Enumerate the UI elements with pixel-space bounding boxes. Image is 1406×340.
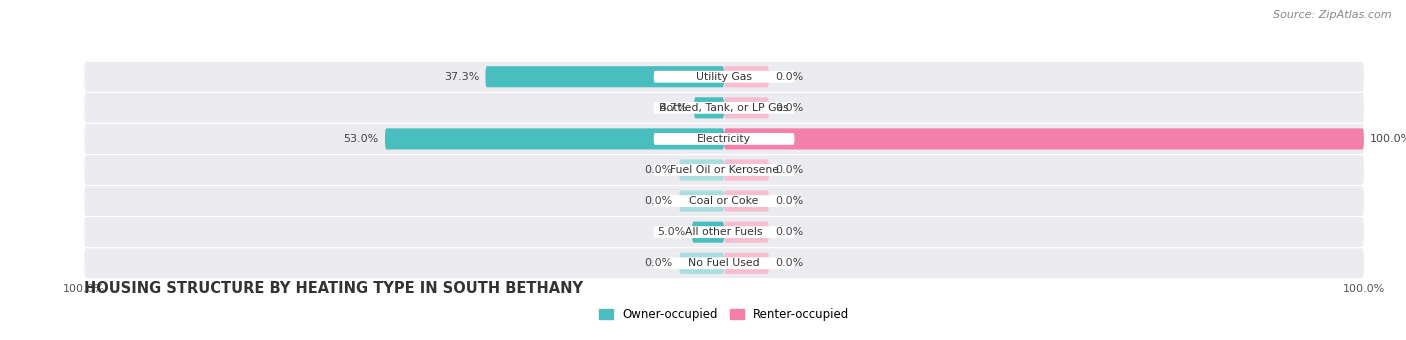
FancyBboxPatch shape xyxy=(84,217,1364,247)
Text: 0.0%: 0.0% xyxy=(775,227,803,237)
FancyBboxPatch shape xyxy=(84,62,1364,92)
FancyBboxPatch shape xyxy=(84,93,1364,123)
FancyBboxPatch shape xyxy=(84,248,1364,278)
FancyBboxPatch shape xyxy=(654,257,794,269)
FancyBboxPatch shape xyxy=(485,66,724,87)
FancyBboxPatch shape xyxy=(695,97,724,118)
Text: 4.7%: 4.7% xyxy=(659,103,688,113)
Text: Electricity: Electricity xyxy=(697,134,751,144)
Text: 0.0%: 0.0% xyxy=(645,258,673,268)
Text: 0.0%: 0.0% xyxy=(775,103,803,113)
FancyBboxPatch shape xyxy=(724,97,769,118)
FancyBboxPatch shape xyxy=(654,164,794,176)
Text: Source: ZipAtlas.com: Source: ZipAtlas.com xyxy=(1274,10,1392,20)
FancyBboxPatch shape xyxy=(654,102,794,114)
FancyBboxPatch shape xyxy=(385,128,724,150)
Text: All other Fuels: All other Fuels xyxy=(685,227,763,237)
Text: 0.0%: 0.0% xyxy=(645,165,673,175)
Text: Fuel Oil or Kerosene: Fuel Oil or Kerosene xyxy=(669,165,779,175)
FancyBboxPatch shape xyxy=(84,124,1364,154)
Text: Utility Gas: Utility Gas xyxy=(696,72,752,82)
FancyBboxPatch shape xyxy=(724,253,769,274)
Text: 0.0%: 0.0% xyxy=(775,165,803,175)
Text: 0.0%: 0.0% xyxy=(775,72,803,82)
FancyBboxPatch shape xyxy=(679,253,724,274)
FancyBboxPatch shape xyxy=(724,159,769,181)
FancyBboxPatch shape xyxy=(84,186,1364,216)
FancyBboxPatch shape xyxy=(724,66,769,87)
FancyBboxPatch shape xyxy=(654,226,794,238)
FancyBboxPatch shape xyxy=(679,190,724,212)
FancyBboxPatch shape xyxy=(654,195,794,207)
Text: 37.3%: 37.3% xyxy=(444,72,479,82)
FancyBboxPatch shape xyxy=(84,155,1364,185)
FancyBboxPatch shape xyxy=(692,222,724,243)
Text: 0.0%: 0.0% xyxy=(775,258,803,268)
FancyBboxPatch shape xyxy=(654,71,794,83)
Legend: Owner-occupied, Renter-occupied: Owner-occupied, Renter-occupied xyxy=(599,308,849,321)
Text: 100.0%: 100.0% xyxy=(1371,134,1406,144)
FancyBboxPatch shape xyxy=(679,159,724,181)
Text: 53.0%: 53.0% xyxy=(343,134,378,144)
FancyBboxPatch shape xyxy=(724,222,769,243)
Text: Bottled, Tank, or LP Gas: Bottled, Tank, or LP Gas xyxy=(659,103,789,113)
Text: 5.0%: 5.0% xyxy=(658,227,686,237)
FancyBboxPatch shape xyxy=(724,128,1364,150)
Text: 0.0%: 0.0% xyxy=(775,196,803,206)
FancyBboxPatch shape xyxy=(724,190,769,212)
Text: Coal or Coke: Coal or Coke xyxy=(689,196,759,206)
Text: HOUSING STRUCTURE BY HEATING TYPE IN SOUTH BETHANY: HOUSING STRUCTURE BY HEATING TYPE IN SOU… xyxy=(84,281,583,296)
Text: 0.0%: 0.0% xyxy=(645,196,673,206)
Text: No Fuel Used: No Fuel Used xyxy=(689,258,759,268)
FancyBboxPatch shape xyxy=(654,133,794,145)
